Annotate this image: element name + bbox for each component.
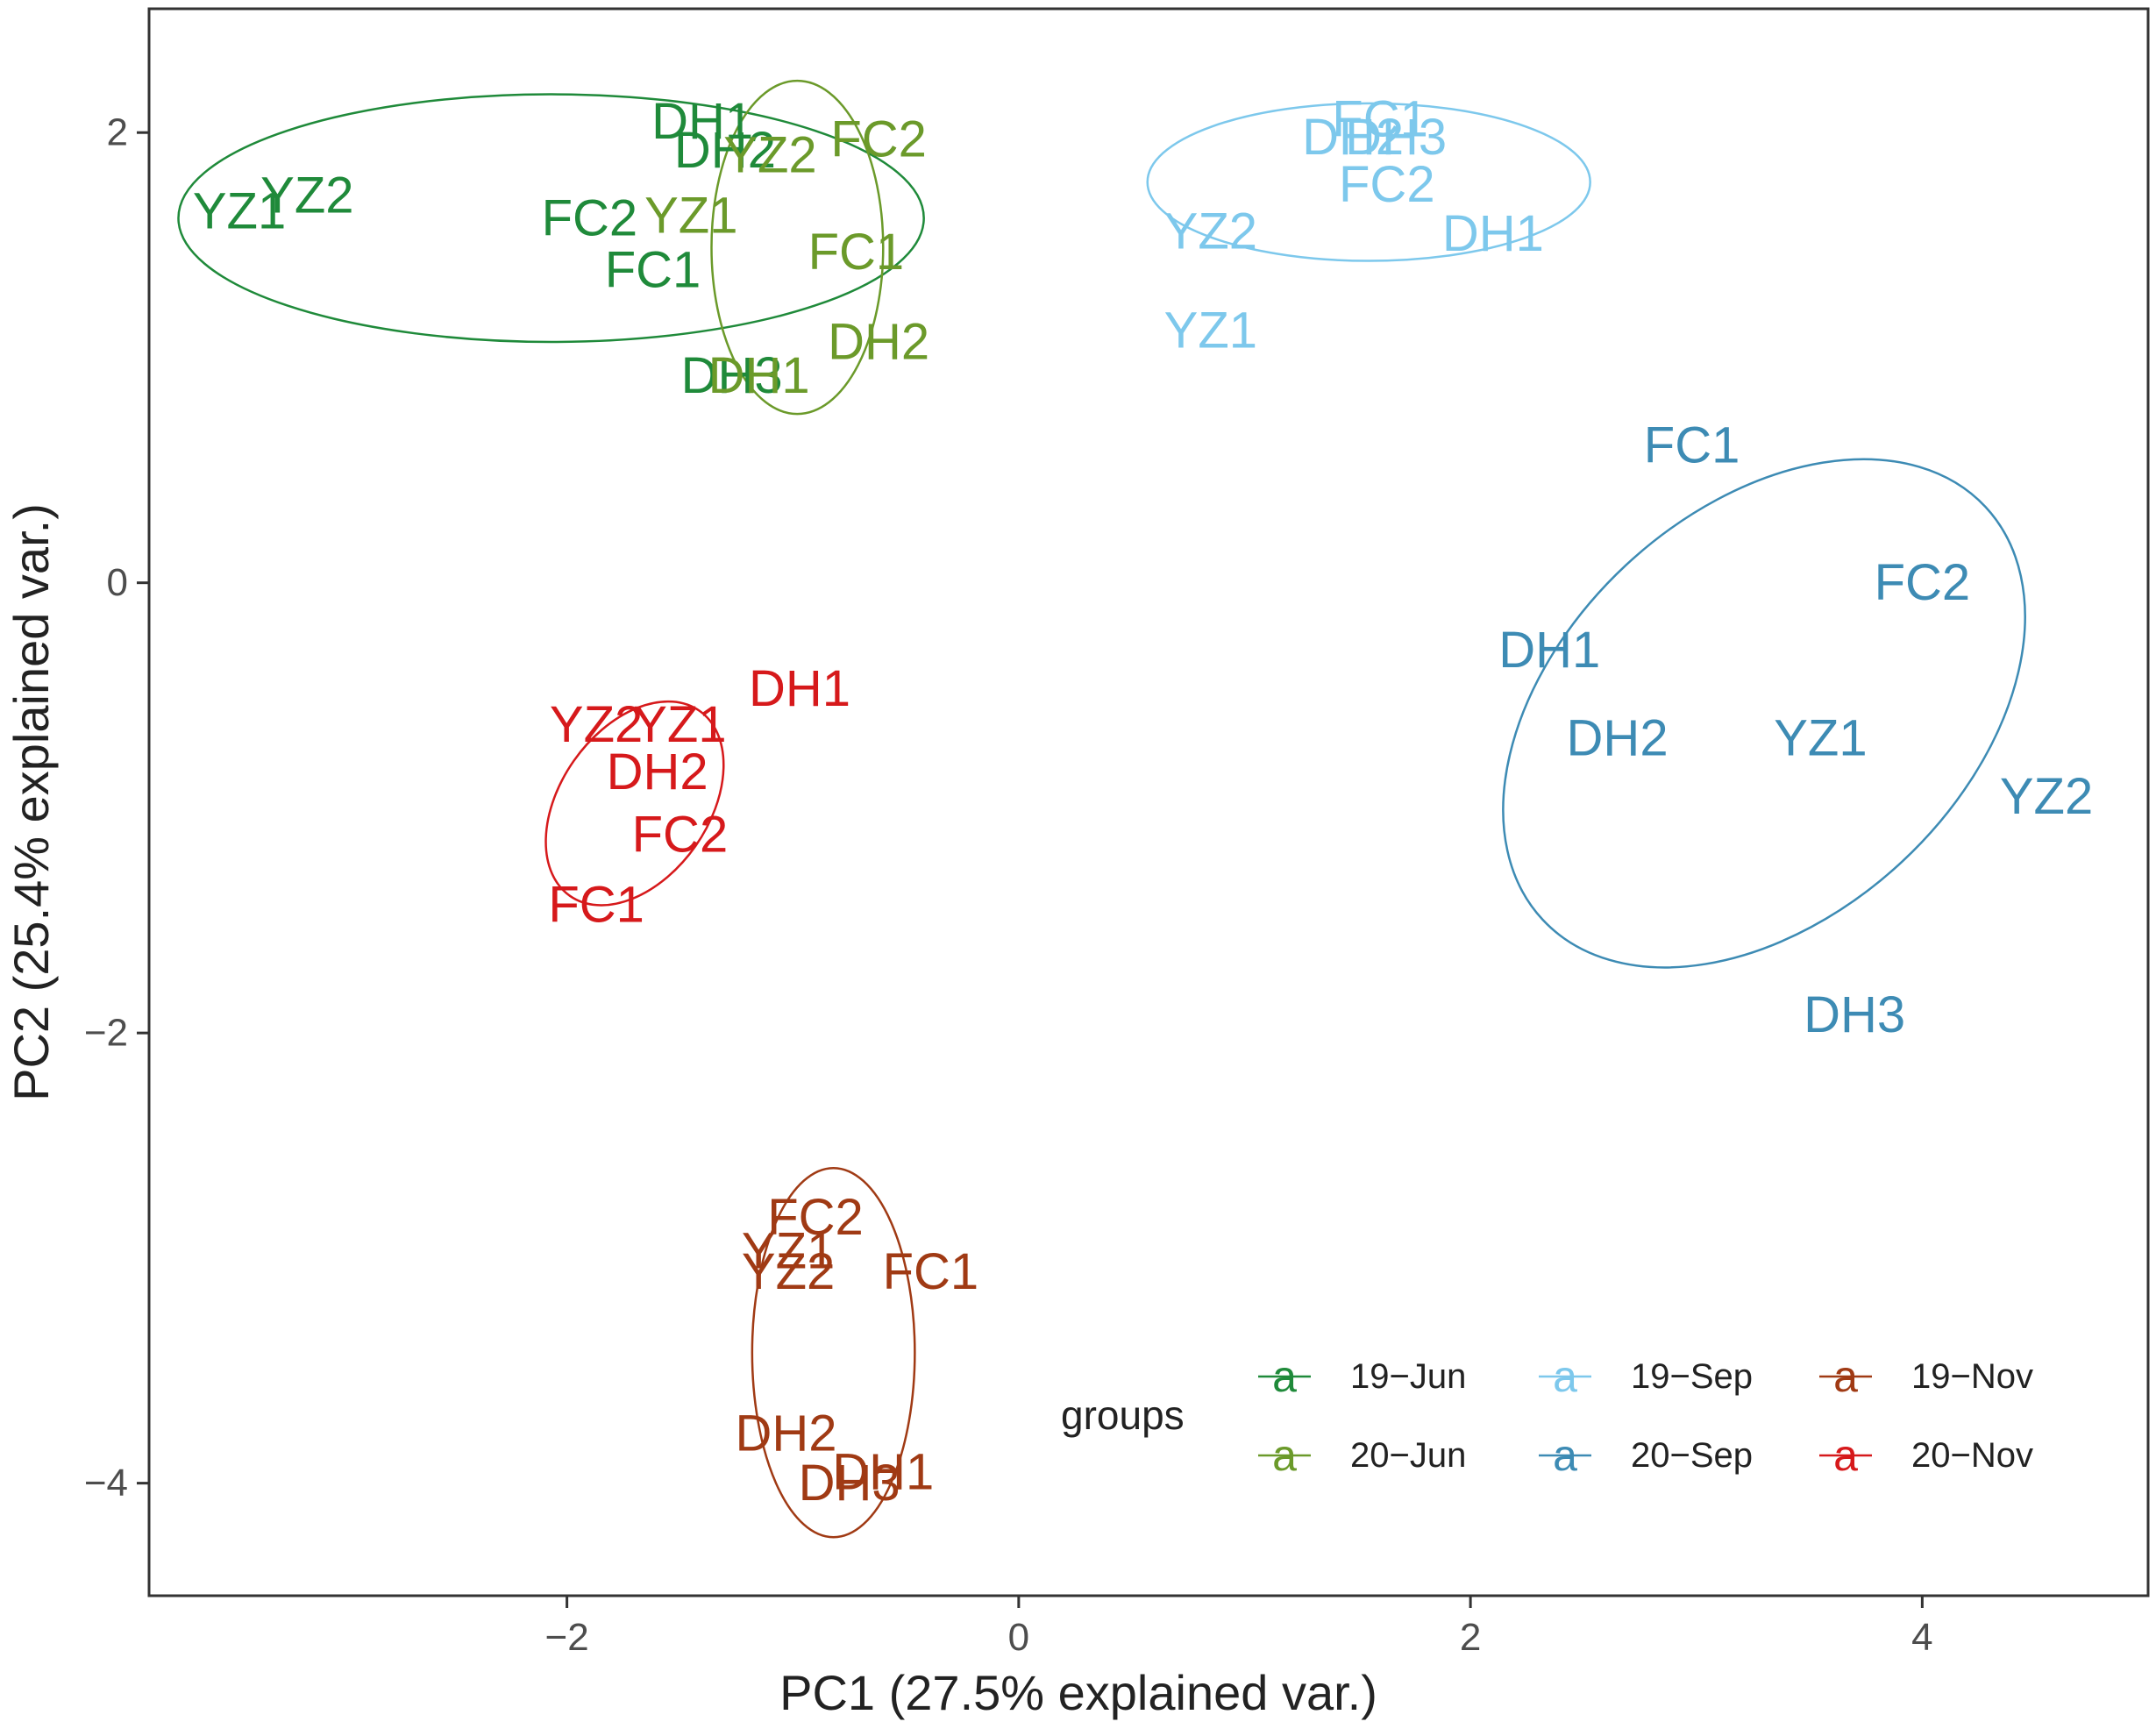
point-label: DH2: [607, 743, 708, 800]
legend-label: 19−Sep: [1631, 1357, 1753, 1396]
plot-panel: [147, 7, 2150, 1597]
y-tick-label: −4: [84, 1462, 128, 1505]
point-label: YZ2: [2000, 768, 2093, 825]
x-tick-label: −2: [545, 1616, 589, 1659]
ellipse-20-sep: [1502, 458, 2026, 969]
point-label: FC1: [605, 241, 701, 298]
point-label: FC1: [1644, 417, 1740, 474]
point-label: YZ1: [644, 188, 737, 245]
point-label: DH1: [708, 347, 810, 404]
ellipse-20-nov: [544, 700, 725, 907]
point-label: FC2: [1875, 554, 1971, 611]
point-label: DH1: [749, 660, 850, 717]
x-axis: −2 0 2 4: [545, 1596, 1933, 1659]
point-label: YZ1: [1774, 709, 1867, 766]
point-label: FC1: [883, 1243, 979, 1300]
point-label: FC2: [1339, 156, 1435, 213]
point-label: DH3: [681, 347, 783, 404]
point-label: DH3: [1345, 109, 1447, 166]
legend-key-glyph: a: [1833, 1352, 1858, 1401]
point-label: YZ2: [550, 696, 643, 753]
ellipse-19-sep: [1146, 102, 1591, 262]
ellipse-20-jun: [710, 79, 885, 416]
point-label: DH2: [828, 313, 929, 370]
legend-title: groups: [1061, 1392, 1185, 1438]
x-tick-label: 4: [1911, 1616, 1932, 1659]
point-label: DH3: [799, 1455, 900, 1512]
y-axis: −4 −2 0 2: [84, 111, 149, 1505]
point-label: FC1: [548, 876, 644, 933]
legend-key-glyph: a: [1833, 1431, 1858, 1480]
legend-label: 19−Jun: [1350, 1357, 1466, 1396]
legend-label: 20−Nov: [1911, 1436, 2033, 1475]
legend-label: 20−Jun: [1350, 1436, 1466, 1475]
point-label: DH2: [1302, 109, 1404, 166]
ellipse-19-jun: [177, 93, 925, 344]
x-tick-label: 2: [1460, 1616, 1481, 1659]
legend-key-glyph: a: [1272, 1352, 1297, 1401]
point-label: FC1: [1332, 90, 1428, 147]
legend-label: 19−Nov: [1911, 1357, 2033, 1396]
point-label: DH1: [832, 1443, 934, 1500]
legend-key-glyph: a: [1553, 1352, 1577, 1401]
point-label: YZ1: [633, 696, 726, 753]
legend-label: 20−Sep: [1631, 1436, 1753, 1475]
legend-key-glyph: a: [1553, 1431, 1577, 1480]
point-label: FC1: [808, 224, 905, 281]
x-axis-title: PC1 (27.5% explained var.): [779, 1665, 1377, 1720]
y-tick-label: −2: [84, 1012, 128, 1055]
point-label: FC2: [767, 1189, 864, 1246]
point-label: FC2: [632, 807, 729, 864]
point-label: YZ2: [723, 126, 816, 183]
point-label: DH1: [1498, 622, 1600, 679]
point-label: FC2: [542, 189, 638, 246]
point-label: DH2: [735, 1405, 836, 1462]
point-label: DH3: [1804, 986, 1905, 1043]
ellipse-layer: [177, 79, 2026, 1539]
point-label: YZ1: [193, 183, 286, 240]
y-axis-title: PC2 (25.4% explained var.): [4, 503, 59, 1101]
point-label: DH1: [651, 93, 753, 150]
point-label: FC2: [830, 110, 927, 167]
point-label: YZ1: [742, 1223, 835, 1280]
legend-key-glyph: a: [1272, 1431, 1297, 1480]
point-label: YZ2: [1164, 203, 1257, 260]
ellipse-19-nov: [751, 1166, 916, 1539]
point-label: DH2: [1567, 709, 1669, 766]
point-label: YZ2: [742, 1243, 835, 1300]
y-tick-label: 2: [107, 111, 128, 154]
point-label: YZ1: [1164, 302, 1257, 359]
point-label: DH1: [1442, 205, 1544, 262]
legend: groups a 19−Jun a 19−Sep a 19−Nov a 20−Jun a 20−S…: [1061, 1352, 2033, 1480]
point-label: YZ2: [260, 167, 353, 224]
point-label: DH2: [674, 122, 776, 179]
y-tick-label: 0: [107, 561, 128, 604]
x-tick-label: 0: [1008, 1616, 1029, 1659]
